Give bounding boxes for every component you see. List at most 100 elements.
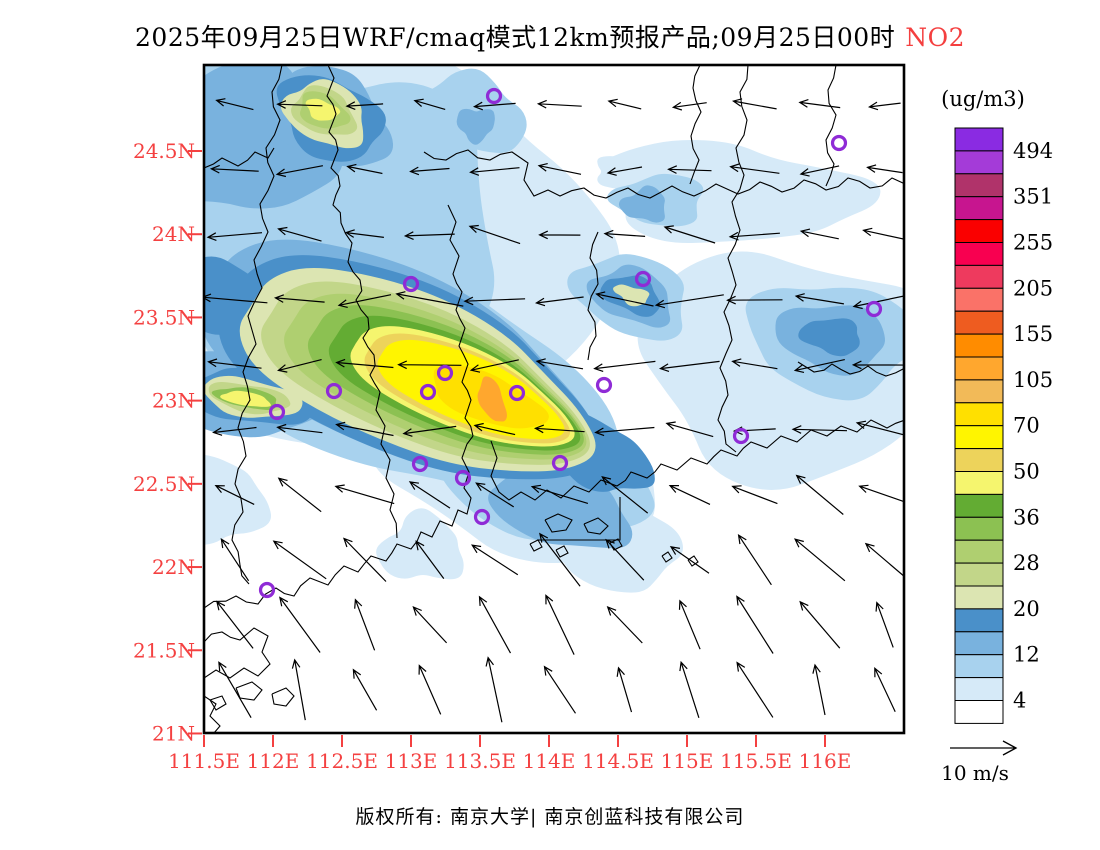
wind-arrow — [345, 101, 384, 110]
wind-arrow — [469, 167, 520, 176]
wind-scale-arrow-icon — [950, 740, 1018, 756]
axis-layer: 24.5N 24N 23.5N 23N 22.5N 22N 21.5N 21N 111.5E 11… — [133, 139, 851, 773]
wind-arrow — [216, 600, 254, 649]
colorbar-cell — [954, 631, 1004, 656]
wind-arrow — [473, 422, 516, 436]
lon-tick-label: 115.5E — [720, 749, 792, 773]
wind-arrow — [402, 425, 457, 437]
station-marker — [595, 376, 613, 394]
wind-arrow — [335, 358, 394, 369]
wind-arrow — [864, 542, 904, 577]
boundary-line — [661, 551, 673, 563]
wind-arrow — [218, 661, 252, 719]
wind-arrow — [654, 294, 724, 309]
wind-arrow — [791, 425, 848, 434]
wind-scale-label: 10 m/s — [941, 761, 1009, 785]
station-marker — [508, 384, 526, 402]
region-box-line — [537, 497, 621, 541]
wind-arrow — [601, 476, 649, 514]
colorbar-cell — [954, 264, 1004, 289]
colorbar-cell — [954, 700, 1004, 724]
wind-arrow — [866, 164, 903, 174]
wind-arrow — [731, 358, 778, 370]
colorbar-cell — [954, 539, 1004, 564]
wind-scale-legend: 10 m/s — [941, 740, 1018, 785]
wind-arrow — [798, 99, 841, 109]
wind-arrow — [671, 101, 707, 111]
station-marker — [436, 364, 454, 382]
wind-arrow — [220, 538, 250, 582]
boundary-line — [529, 539, 543, 552]
contour-blob — [477, 376, 507, 422]
wind-arrow — [279, 596, 321, 653]
colorbar-tick-label: 351 — [1013, 185, 1053, 209]
wind-arrow — [726, 295, 783, 305]
wind-arrow — [858, 484, 904, 503]
colorbar-cell — [954, 425, 1004, 450]
boundary-line — [687, 555, 699, 567]
wind-arrow — [418, 664, 442, 715]
wind-arrow — [475, 482, 515, 508]
colorbar-tick-label: 12 — [1013, 643, 1040, 667]
wind-arrow — [207, 358, 262, 369]
wind-arrow — [206, 232, 263, 241]
wind-arrow — [533, 424, 585, 434]
wind-arrow — [334, 484, 395, 505]
wind-arrow — [667, 165, 712, 174]
wind-arrow — [534, 296, 584, 307]
wind-arrow — [794, 293, 844, 305]
wind-arrow — [595, 291, 654, 307]
wind-arrow — [594, 426, 655, 437]
wind-arrow — [403, 231, 455, 240]
colorbar-cell — [954, 287, 1004, 312]
wind-arrow — [463, 296, 526, 306]
wind-arrow — [799, 600, 841, 649]
wind-arrow — [409, 166, 450, 176]
wind-arrow — [344, 229, 384, 238]
wind-arrow — [663, 225, 716, 244]
boundary-line — [231, 65, 283, 585]
wind-arrow — [669, 545, 710, 574]
colorbar-tick-label: 4 — [1013, 689, 1026, 713]
wind-arrow — [204, 293, 268, 304]
colorbar-cell — [954, 585, 1004, 610]
boundary-line — [423, 149, 904, 199]
wind-arrow — [395, 291, 464, 307]
station-marker — [551, 454, 569, 472]
wind-arrow — [799, 228, 839, 240]
wind-arrow — [875, 601, 894, 648]
colorbar-tick-label: 105 — [1013, 368, 1053, 392]
boundary-line — [689, 65, 702, 185]
wind-arrow — [277, 477, 322, 513]
colorbar-tick-label: 494 — [1013, 139, 1053, 163]
boundary-line — [204, 147, 275, 169]
wind-arrow — [799, 165, 840, 177]
station-marker — [485, 87, 503, 105]
wind-arrow — [616, 666, 633, 713]
wind-arrow — [606, 166, 643, 176]
lat-tick-label: 22.5N — [133, 472, 195, 496]
colorbar-cell — [954, 173, 1004, 198]
wind-arrow — [276, 100, 323, 109]
wind-arrow — [678, 599, 701, 650]
contour-blob — [456, 108, 495, 145]
wind-arrow — [607, 98, 642, 110]
wind-arrow — [535, 358, 584, 370]
contour-blob — [618, 185, 665, 223]
copyright-footer: 版权所有: 南京大学| 南京创蓝科技有限公司 — [355, 806, 745, 828]
station-marker — [454, 469, 472, 487]
wind-arrow — [606, 605, 643, 644]
lat-tick-label: 21.5N — [133, 638, 195, 662]
wind-arrow — [593, 360, 656, 372]
wind-arrow — [352, 668, 378, 711]
wind-arrow — [413, 98, 446, 110]
colorbar-tick-label: 36 — [1013, 505, 1040, 529]
wind-arrow — [603, 229, 646, 239]
wind-arrow — [731, 485, 778, 505]
wind-arrow — [545, 594, 575, 655]
map-frame — [202, 63, 906, 735]
station-marker — [325, 382, 343, 400]
wind-arrow — [530, 484, 589, 504]
wind-arrow — [867, 101, 901, 111]
wind-arrow — [212, 426, 257, 436]
